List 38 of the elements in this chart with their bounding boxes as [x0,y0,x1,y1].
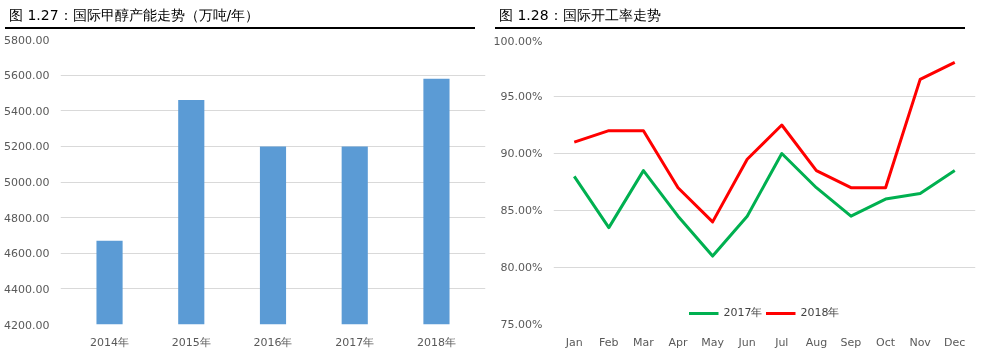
x-tick-label: Jan [564,335,583,349]
x-tick-label: Nov [909,335,932,349]
x-tick-label: Jul [774,335,789,349]
x-tick-label: Jun [737,335,756,349]
chart-title: 图 1.27：国际甲醇产能走势（万吨/年） [9,6,260,25]
y-tick-label: 4400.00 [4,282,50,296]
x-tick-label: 2018年 [416,335,456,349]
x-tick-label: May [701,335,725,349]
x-tick-label: Dec [944,335,966,349]
x-tick-label: Sep [840,335,862,349]
y-tick-label: 5200.00 [4,140,50,154]
x-tick-label: 2016年 [253,335,293,349]
y-tick-label: 100.00% [493,34,543,48]
y-tick-label: 5800.00 [4,33,50,47]
x-tick-label: Oct [876,335,896,349]
legend-label: 2017年 [723,305,763,320]
y-tick-label: 95.00% [500,90,543,103]
x-tick-label: Apr [668,335,689,349]
y-tick-label: 4600.00 [4,247,50,261]
chart-title: 图 1.28：国际开工率走势 [499,6,661,25]
x-tick-label: Aug [805,335,828,349]
x-tick-label: 2017年 [335,335,375,349]
y-tick-label: 5600.00 [4,69,50,83]
y-tick-label: 5000.00 [4,176,50,189]
y-tick-label: 4200.00 [4,318,50,332]
x-tick-label: Mar [633,335,655,349]
y-tick-label: 85.00% [500,204,543,217]
line-series [572,60,957,224]
y-tick-label: 80.00% [500,261,543,274]
x-tick-label: 2015年 [171,335,211,349]
y-tick-label: 90.00% [500,147,543,160]
legend-label: 2018年 [800,305,840,320]
y-tick-label: 4800.00 [4,211,50,225]
y-tick-label: 5400.00 [4,104,50,118]
x-tick-label: 2014年 [90,335,130,349]
y-tick-label: 75.00% [500,318,543,331]
line-series [572,152,957,258]
x-tick-label: Feb [599,335,619,349]
